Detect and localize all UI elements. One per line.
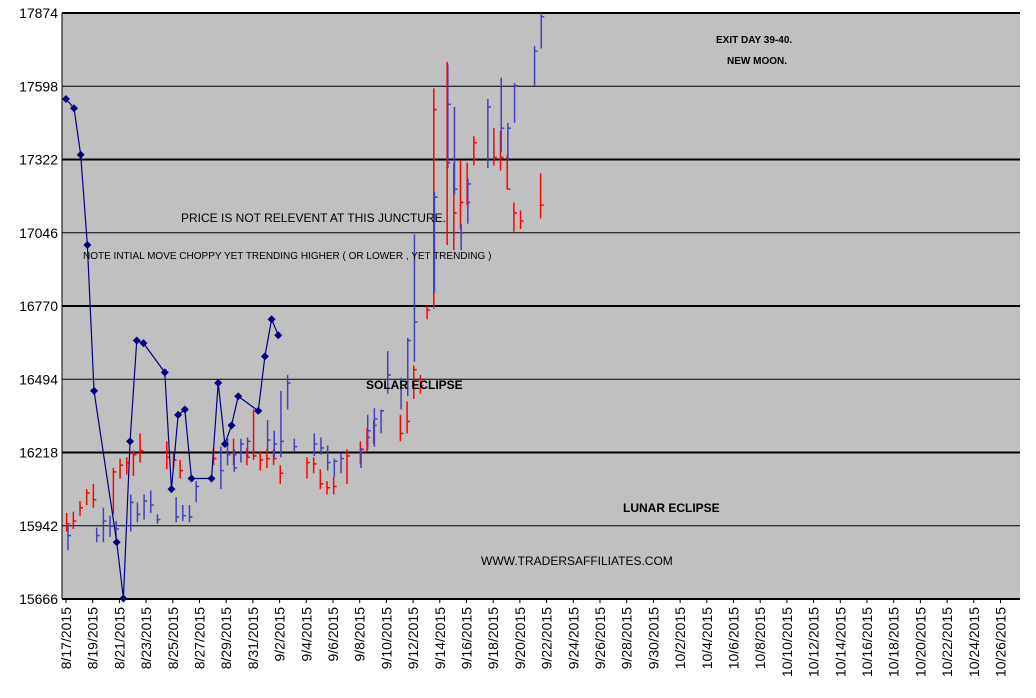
x-tick-label: 10/16/2015 [859,607,875,677]
overlay-point [187,474,196,483]
x-tick-label: 9/30/2015 [645,607,661,669]
annotation-website: WWW.TRADERSAFFILIATES.COM [481,554,673,568]
annotation-lunar-eclipse: LUNAR ECLIPSE [623,501,720,515]
x-tick-label: 10/12/2015 [806,607,822,677]
x-tick-label: 10/4/2015 [699,607,715,669]
overlay-point [274,331,283,340]
overlay-point [126,437,135,446]
x-tick-label: 9/22/2015 [539,607,555,669]
overlay-point [132,336,141,345]
y-tick-label: 17874 [19,5,58,21]
x-tick-label: 8/29/2015 [218,607,234,669]
x-tick-label: 9/26/2015 [592,607,608,669]
x-tick-label: 8/27/2015 [192,607,208,669]
x-tick-label: 9/28/2015 [619,607,635,669]
x-tick-label: 9/8/2015 [352,607,368,662]
x-tick-label: 9/20/2015 [512,607,528,669]
x-tick-label: 9/16/2015 [459,607,475,669]
x-tick-label: 8/21/2015 [111,607,127,669]
overlay-point [220,440,229,449]
overlay-point [180,405,189,414]
x-tick-label: 10/18/2015 [886,607,902,677]
overlay-point [76,150,85,159]
overlay-point [254,406,263,415]
y-tick-label: 17322 [19,152,58,168]
x-tick-label: 10/22/2015 [939,607,955,677]
y-tick-label: 17046 [19,225,58,241]
x-axis: 8/17/2015 8/19/2015 8/21/2015 8/23/2015 8/25… [58,599,1009,677]
y-tick-label: 16494 [19,371,58,387]
x-tick-label: 10/6/2015 [726,607,742,669]
x-tick-label: 10/14/2015 [832,607,848,677]
x-tick-label: 8/31/2015 [245,607,261,669]
x-tick-label: 8/23/2015 [138,607,154,669]
x-tick-label: 9/12/2015 [405,607,421,669]
x-tick-label: 9/24/2015 [565,607,581,669]
overlay-point [227,421,236,430]
overlay-point [160,368,169,377]
x-tick-label: 10/2/2015 [672,607,688,669]
overlay-point [62,94,70,103]
annotation-exit-day: EXIT DAY 39-40. [716,35,792,46]
annotation-solar-eclipse: SOLAR ECLIPSE [366,378,463,392]
x-tick-label: 10/10/2015 [779,607,795,677]
x-tick-label: 8/19/2015 [85,607,101,669]
overlay-line [65,98,279,599]
overlay-point [214,378,223,387]
overlay-point [234,392,243,401]
overlay-point [267,315,276,324]
y-tick-label: 15942 [19,518,58,534]
y-tick-label: 15666 [19,591,58,607]
price-bars [65,13,545,551]
x-tick-label: 9/10/2015 [378,607,394,669]
annotations: EXIT DAY 39-40. NEW MOON. PRICE IS NOT R… [83,35,792,568]
overlay-point [174,410,183,419]
x-tick-label: 9/2/2015 [272,607,288,662]
overlay-point [260,352,269,361]
overlay-point [139,339,148,348]
x-tick-label: 10/26/2015 [993,607,1009,677]
x-tick-label: 9/14/2015 [432,607,448,669]
annotation-trend-note: NOTE INTIAL MOVE CHOPPY YET TRENDING HIG… [83,251,491,262]
overlay-series [62,94,283,603]
x-tick-label: 9/18/2015 [485,607,501,669]
y-tick-label: 16770 [19,298,58,314]
y-tick-label: 17598 [19,78,58,94]
overlay-point [83,240,92,249]
y-axis: 15666 15942 16218 16494 16770 17046 17322 17598… [19,5,58,607]
grid-lines [61,12,1020,600]
overlay-point [112,538,121,547]
x-tick-label: 10/8/2015 [752,607,768,669]
overlay-point [167,485,176,494]
x-tick-label: 8/25/2015 [165,607,181,669]
y-tick-label: 16218 [19,445,58,461]
x-tick-label: 9/4/2015 [298,607,314,662]
overlay-point [119,594,128,603]
x-tick-label: 9/6/2015 [325,607,341,662]
overlay-point [207,474,216,483]
overlay-point [90,386,99,395]
x-tick-label: 10/24/2015 [966,607,982,677]
annotation-price-relevance: PRICE IS NOT RELEVENT AT THIS JUNCTURE. [181,211,446,225]
overlay-point [70,104,79,113]
x-tick-label: 8/17/2015 [58,607,74,669]
annotation-new-moon: NEW MOON. [727,56,787,67]
x-tick-label: 10/20/2015 [912,607,928,677]
